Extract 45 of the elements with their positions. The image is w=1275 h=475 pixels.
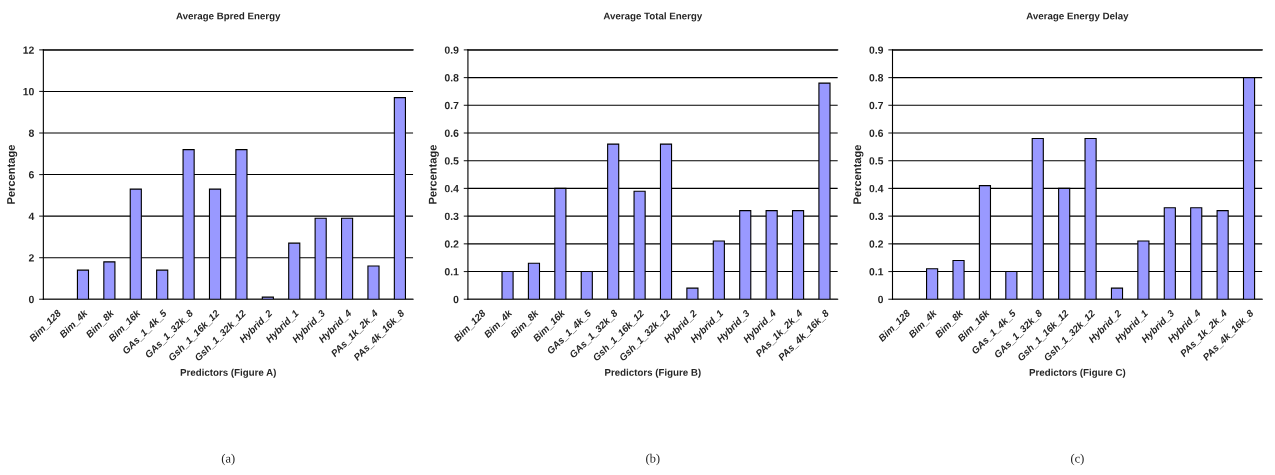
y-tick-label: 0.3 — [869, 212, 884, 221]
y-tick-label: 0.1 — [869, 268, 884, 276]
y-tick-label: 0.1 — [444, 268, 459, 276]
y-tick-label: 0.8 — [869, 74, 884, 82]
y-axis-title: Percentage — [428, 144, 439, 204]
y-tick-label: 0.7 — [869, 101, 884, 110]
y-tick-label: 4 — [28, 212, 35, 220]
text: (b) — [646, 453, 660, 466]
y-tick-label: 0.9 — [444, 46, 459, 54]
y-axis-title: Percentage — [853, 144, 864, 204]
y-tick-label: 12 — [23, 46, 34, 54]
bar — [76, 269, 90, 300]
y-tick-label: 0.2 — [444, 240, 459, 248]
y-tick-label: 0.6 — [869, 129, 884, 137]
y-tick-label: 0 — [28, 295, 34, 304]
y-tick-label: 0.7 — [444, 101, 459, 110]
y-tick-label: 0.9 — [869, 46, 884, 54]
y-tick-label: 0 — [453, 295, 459, 304]
chart-title: Average Total Energy — [603, 12, 703, 22]
bar — [156, 269, 169, 300]
y-axis-title: Percentage — [7, 144, 18, 204]
y-tick-label: 0.4 — [869, 184, 884, 193]
y-tick-label: 0.2 — [869, 240, 884, 248]
x-axis-title: Predictors (Figure C) — [1029, 368, 1126, 378]
bar — [1110, 287, 1124, 300]
text: (a) — [221, 453, 235, 466]
y-tick-label: 0.5 — [444, 157, 459, 165]
text: (c) — [1070, 453, 1084, 466]
y-tick-label: 8 — [28, 129, 34, 137]
bar — [367, 265, 380, 300]
y-tick-label: 10 — [23, 87, 34, 96]
y-tick-label: 0.3 — [444, 212, 459, 221]
y-tick-label: 0.6 — [444, 129, 459, 137]
bar — [686, 287, 699, 300]
y-tick-label: 0 — [878, 295, 884, 304]
y-tick-label: 0.5 — [869, 157, 884, 165]
bar — [103, 261, 116, 300]
x-axis-title: Predictors (Figure B) — [605, 368, 701, 378]
y-tick-label: 6 — [28, 171, 34, 179]
y-tick-label: 0.4 — [444, 184, 459, 193]
chart-title: Average Energy Delay — [1026, 12, 1129, 22]
x-axis-title: Predictors (Figure A) — [180, 368, 276, 378]
y-tick-label: 2 — [28, 254, 34, 262]
y-tick-label: 0.8 — [444, 74, 459, 82]
chart-title: Average Bpred Energy — [176, 12, 281, 22]
